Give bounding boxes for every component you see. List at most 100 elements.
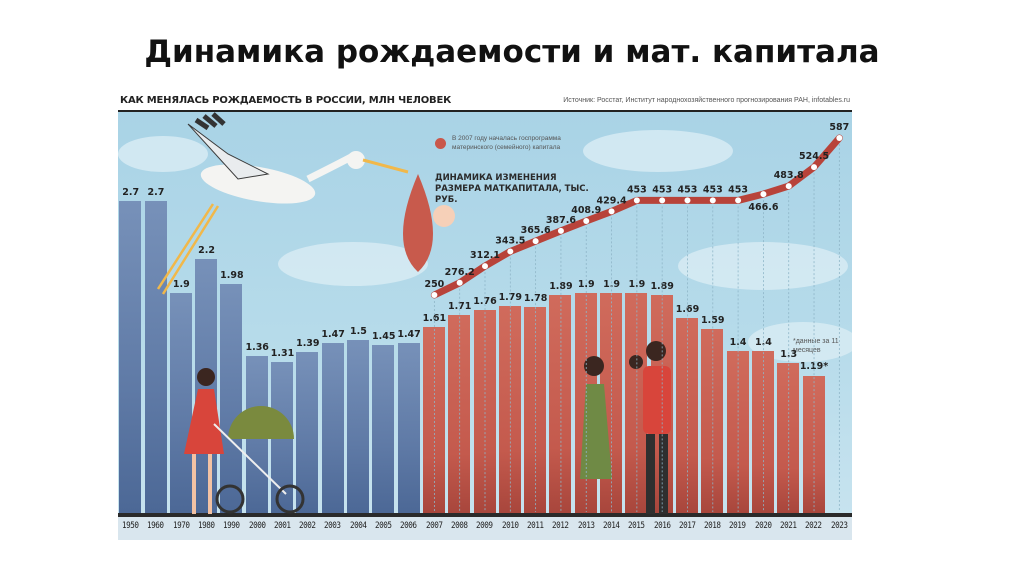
bar-2005 (372, 345, 395, 513)
bar-2012 (549, 294, 572, 513)
x-tick-label: 1970 (172, 521, 190, 531)
x-tick-label: 2020 (754, 521, 772, 531)
baby-bundle-icon (403, 174, 455, 272)
capital-value-label: 453 (652, 184, 672, 195)
bar-value-label: 1.98 (220, 270, 244, 282)
capital-value-label: 453 (627, 184, 647, 195)
infographic: КАК МЕНЯЛАСЬ РОЖДАЕМОСТЬ В РОССИИ, МЛН Ч… (118, 94, 852, 540)
bar-value-label: 2.7 (122, 187, 140, 198)
x-tick-label: 2016 (653, 521, 671, 531)
capital-line-chart: 250276.2312.1343.5365.6387.6408.9429.445… (156, 112, 849, 514)
x-tick-label: 2014 (602, 521, 620, 531)
cloud-decoration (583, 130, 733, 172)
x-tick-label: 2019 (729, 521, 746, 531)
footnote: *данные за 11 месяцев (793, 338, 839, 354)
bar-value-label: 1.78 (523, 293, 548, 305)
x-tick-label: 2009 (476, 521, 493, 531)
capital-value-label: 276.2 (445, 267, 475, 278)
bar-1950 (119, 201, 142, 513)
bar-2004 (346, 339, 369, 513)
bar-value-label: 1.4 (754, 337, 772, 349)
bar-value-label: 1.59 (701, 315, 725, 327)
bar-value-label: 1.47 (397, 329, 421, 341)
bar-2006 (397, 343, 420, 513)
bar-1960 (144, 201, 167, 513)
x-tick-label: 2023 (830, 521, 848, 531)
bar-value-label: 1.9 (603, 279, 620, 291)
chart-baseline (118, 513, 852, 517)
bar-value-label: 1.9 (172, 279, 190, 291)
stork-icon (156, 112, 409, 295)
infographic-header: КАК МЕНЯЛАСЬ РОЖДАЕМОСТЬ В РОССИИ, МЛН Ч… (118, 94, 852, 112)
x-tick-label: 2007 (425, 521, 443, 531)
bar-2020 (751, 351, 774, 513)
capital-chart-title: ДИНАМИКА ИЗМЕНЕНИЯ РАЗМЕРА МАТКАПИТАЛА, … (435, 173, 589, 205)
bar-2019 (726, 351, 749, 513)
bar-value-label: 1.89 (650, 280, 674, 292)
legend-marker-icon (435, 138, 446, 149)
capital-line: 250276.2312.1343.5365.6387.6408.9429.445… (424, 122, 849, 512)
capital-value-label: 466.6 (748, 202, 778, 213)
x-tick-label: 1960 (147, 521, 164, 531)
cloud-decoration (278, 242, 428, 286)
x-tick-label: 2013 (577, 521, 595, 531)
x-tick-label: 2005 (375, 521, 392, 531)
cloud-decoration (678, 242, 848, 290)
capital-value-label: 312.1 (470, 250, 500, 261)
bar-2017 (676, 317, 699, 513)
bar-1970 (169, 293, 192, 513)
x-tick-label: 2015 (628, 521, 645, 531)
bar-2011 (524, 307, 547, 513)
x-tick-label: 2001 (273, 521, 291, 531)
x-tick-label: 2008 (451, 521, 468, 531)
slide-title: Динамика рождаемости и мат. капитала (144, 34, 880, 70)
bar-value-label: 1.47 (321, 329, 345, 341)
cloud-decoration (118, 136, 208, 172)
capital-value-label: 587 (829, 122, 849, 133)
x-tick-label: 2011 (527, 521, 544, 531)
bar-value-label: 1.9 (628, 279, 646, 291)
x-tick-label: 2017 (678, 521, 696, 531)
bar-value-label: 2.7 (147, 187, 165, 198)
capital-value-label: 365.6 (521, 225, 551, 236)
bar-value-label: 1.36 (245, 341, 269, 353)
bar-value-label: 1.3 (780, 348, 798, 360)
bar-2008 (448, 315, 471, 513)
bar-2010 (498, 306, 521, 513)
x-tick-label: 2002 (299, 521, 316, 531)
bar-value-label: 1.5 (350, 325, 367, 337)
capital-value-label: 453 (678, 184, 698, 195)
bar-1990 (220, 284, 243, 513)
x-tick-label: 1980 (197, 521, 215, 531)
capital-value-label: 408.9 (571, 205, 601, 216)
x-tick-label: 2021 (780, 521, 797, 531)
bar-2002 (296, 352, 319, 513)
x-tick-label: 2003 (324, 521, 342, 531)
capital-value-label: 453 (728, 184, 748, 195)
infographic-title: КАК МЕНЯЛАСЬ РОЖДАЕМОСТЬ В РОССИИ, МЛН Ч… (120, 95, 452, 106)
bar-2015 (625, 293, 648, 513)
capital-value-label: 387.6 (546, 215, 576, 226)
bar-value-label: 1.39 (296, 338, 320, 350)
bar-value-label: 1.71 (447, 301, 472, 313)
bar-value-label: 1.45 (372, 331, 396, 343)
bar-2022 (802, 375, 825, 513)
capital-value-label: 429.4 (597, 195, 627, 206)
capital-value-label: 250 (424, 279, 444, 290)
x-tick-label: 1950 (122, 521, 139, 531)
capital-value-label: 453 (703, 184, 723, 195)
x-tick-label: 2010 (501, 521, 519, 531)
bar-2021 (777, 362, 800, 513)
x-axis: 1950 1960 1970 1980 1990 2000 2001 2002 2003 2004… (118, 517, 852, 540)
bar-value-label: 2.2 (198, 244, 215, 256)
x-tick-label: 2006 (400, 521, 417, 531)
capital-value-label: 483.8 (774, 170, 804, 181)
bar-2009 (473, 309, 496, 513)
bar-2003 (321, 343, 344, 513)
x-tick-label: 2004 (349, 521, 367, 531)
x-tick-label: 2012 (552, 521, 569, 531)
capital-value-label: 343.5 (495, 235, 525, 246)
legend-note: В 2007 году началась госпрограмма матери… (452, 135, 561, 151)
bar-value-label: 1.31 (270, 347, 295, 359)
source-note: Источник: Росстат, Институт народнохозяй… (563, 97, 850, 104)
